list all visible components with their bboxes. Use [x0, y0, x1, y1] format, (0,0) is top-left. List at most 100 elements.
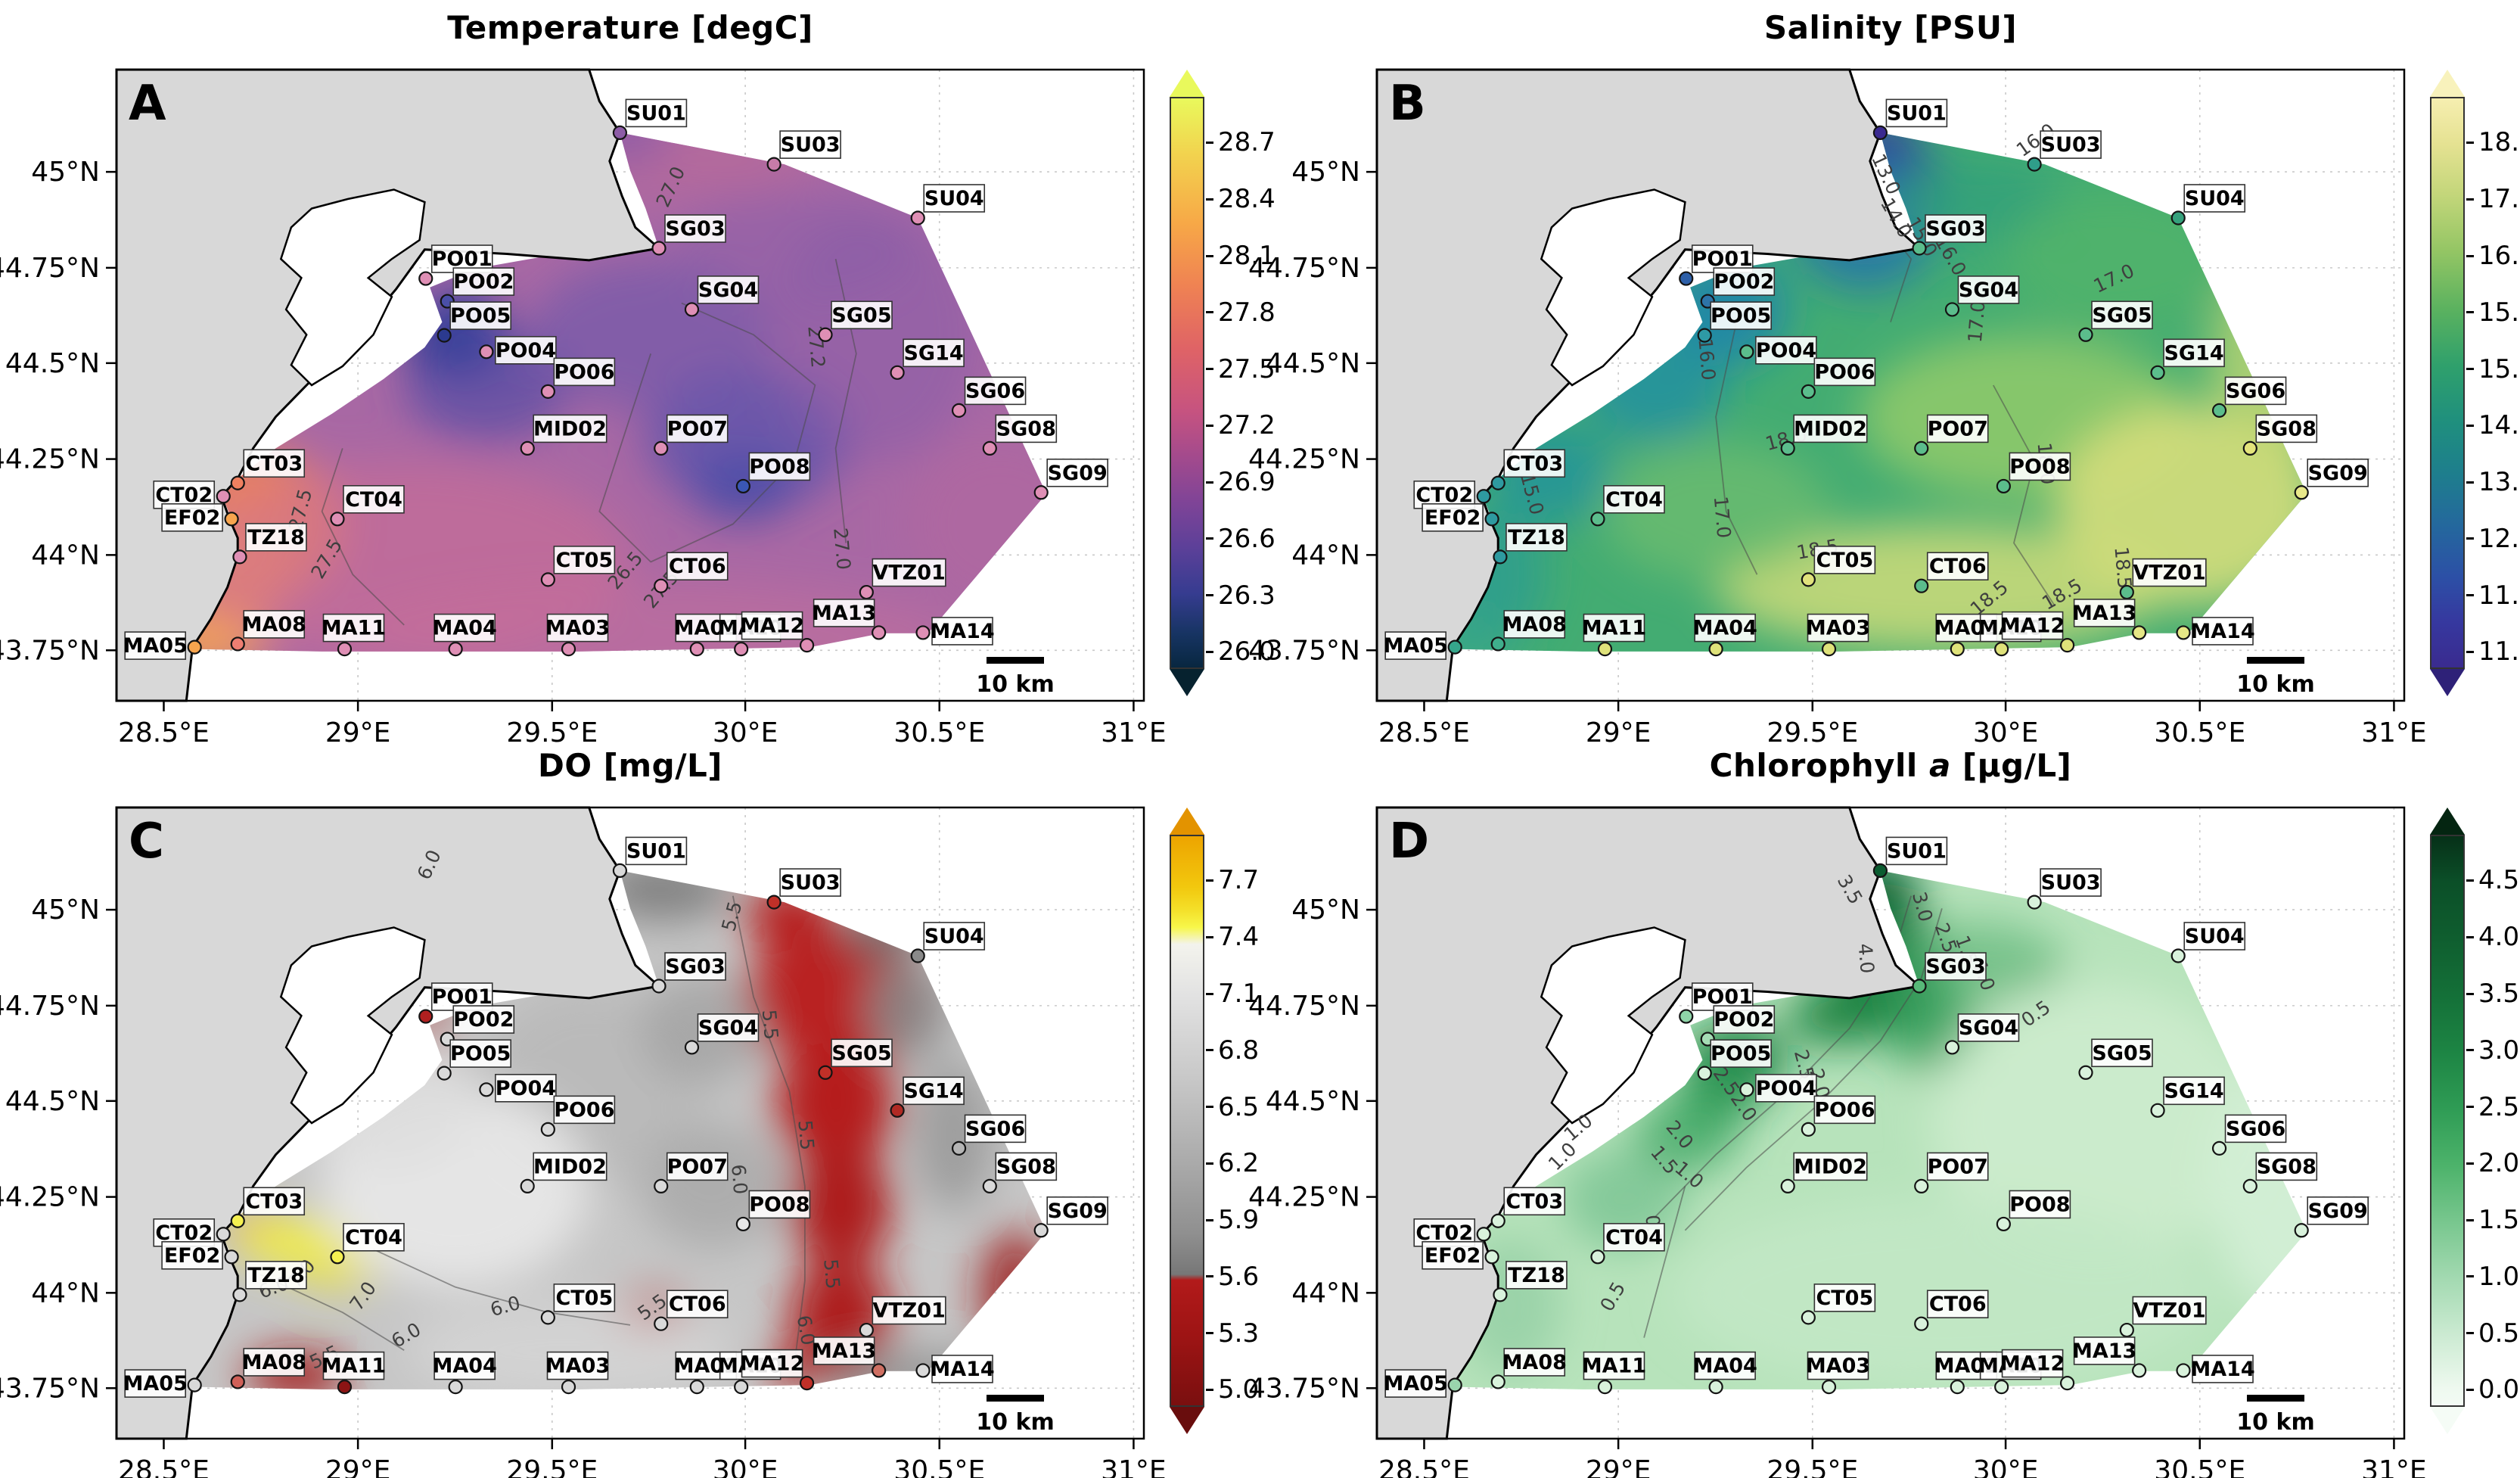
station-marker	[1708, 1380, 1723, 1395]
station-label-box	[245, 523, 307, 552]
station-label: SU03	[2041, 871, 2101, 895]
axes: 28.5°E 29°E 29.5°E 30°E 30.5°E 31°E 45°N 44.75°…	[0, 157, 1167, 748]
station-marker	[1476, 1227, 1491, 1242]
colorbar-tick-mark	[2466, 537, 2474, 540]
station-label: MID02	[1794, 1155, 1867, 1178]
panel-title-part: [µg/L]	[1950, 747, 2072, 784]
colorbar-tick-label: 17.4	[2478, 184, 2520, 215]
axes: 28.5°E 29°E 29.5°E 30°E 30.5°E 31°E 45°N 44.75°…	[0, 895, 1167, 1478]
station-marker	[1914, 1316, 1929, 1331]
station-label-box	[2183, 922, 2246, 951]
station-label: SG06	[2226, 379, 2285, 403]
station-label-box	[322, 1351, 385, 1380]
station-marker	[2132, 625, 2147, 640]
station-label-box	[697, 275, 760, 304]
station-label-box	[1807, 1351, 1869, 1380]
station-label: MA13	[2072, 602, 2136, 625]
lagoon	[279, 926, 426, 1125]
station-label: CT02	[155, 1221, 213, 1245]
station-label: MA11	[1582, 617, 1646, 640]
y-tick-label: 45°N	[1291, 157, 1360, 188]
scale-bar: 10 km	[2236, 657, 2315, 698]
station-marker	[230, 475, 245, 490]
station-marker	[418, 1009, 433, 1024]
contour-label: 4.0	[1854, 942, 1878, 974]
station-label-box	[449, 301, 512, 330]
colorbar-tip-bottom	[1170, 669, 1204, 696]
station-marker	[2078, 327, 2093, 342]
station-label-box	[1755, 1073, 1817, 1103]
station-marker	[735, 1216, 750, 1232]
station-marker	[520, 440, 535, 456]
station-label: MA05	[123, 634, 188, 658]
station-label: MA04	[1692, 617, 1757, 640]
y-tick-label: 44.5°N	[5, 1086, 100, 1117]
x-tick-label: 31°E	[1101, 1455, 1167, 1478]
station-marker	[2211, 1140, 2227, 1156]
station-label: MID02	[1794, 417, 1867, 440]
y-tick-label: 43.75°N	[1248, 1373, 1360, 1404]
colorbar-tick-label: 12.6	[2478, 523, 2520, 554]
station-marker	[232, 549, 247, 565]
y-tick-label: 43.75°N	[0, 1373, 100, 1404]
station-label-box	[495, 335, 557, 365]
colorbar-tick-label: 5.6	[1218, 1261, 1260, 1292]
colorbar-tick-label: 28.7	[1218, 127, 1276, 158]
scale-bar: 10 km	[976, 1395, 1055, 1436]
station-label: SG03	[1925, 955, 1985, 979]
x-tick-label: 29.5°E	[506, 1455, 598, 1478]
x-tick-label: 30°E	[1973, 717, 2039, 748]
colorbar-tick-label: 7.4	[1218, 922, 1260, 953]
station-marker	[915, 1363, 931, 1378]
station-label-box	[964, 1114, 1027, 1144]
station-marker	[766, 895, 781, 910]
station-label: VTZ01	[2133, 562, 2205, 585]
colorbar-tick-label: 18.2	[2478, 127, 2520, 158]
station-label-box	[1046, 458, 1108, 487]
y-tick-label: 44.5°N	[5, 348, 100, 379]
station-marker	[654, 1178, 669, 1193]
y-tick-label: 44.75°N	[0, 253, 100, 284]
station-label: SU03	[781, 871, 841, 895]
station-label-box	[1713, 267, 1776, 296]
axes: 28.5°E 29°E 29.5°E 30°E 30.5°E 31°E 45°N 44.75°…	[1248, 895, 2427, 1478]
station-label: SU04	[924, 187, 984, 210]
plot-border	[115, 68, 1145, 702]
station-label-box	[903, 338, 965, 368]
x-tick-label: 31°E	[2361, 717, 2427, 748]
station-label: PO06	[1814, 360, 1875, 384]
station-label-box	[433, 613, 496, 643]
contour-label: 16.0	[1694, 338, 1720, 381]
station-marker	[230, 636, 245, 652]
colorbar-tick-mark	[2466, 254, 2474, 257]
station-marker	[734, 1380, 749, 1395]
station-label-box	[2132, 558, 2207, 587]
station-label-box	[2001, 611, 2064, 640]
colorbar-tick-label: 1.0	[2478, 1261, 2520, 1292]
station-marker	[330, 512, 345, 527]
station-marker	[612, 125, 628, 141]
station-marker	[224, 1249, 239, 1265]
station-label-box	[1813, 546, 1876, 574]
station-label-box	[343, 1223, 405, 1252]
station-label: PO05	[1711, 304, 1771, 328]
station-label-box	[243, 610, 306, 639]
station-marker	[1950, 1380, 1965, 1395]
station-label: MID02	[533, 417, 607, 440]
station-label: PO01	[432, 985, 493, 1009]
panel-title: Chlorophyll a [µg/L]	[1377, 747, 2404, 784]
colorbar: 28.7 28.4 28.1 27.8 27.5 27.2 26.9 26.6 26.3 26.0	[1170, 70, 1276, 696]
station-label: MA14	[2190, 620, 2254, 643]
scale-bar-label: 10 km	[976, 671, 1054, 698]
station-marker	[1739, 344, 1754, 359]
colorbar-tick-mark	[2466, 1049, 2474, 1052]
station-label-box	[124, 1369, 187, 1398]
colorbar-tick-mark	[1206, 1049, 1213, 1052]
x-tick-label: 28.5°E	[118, 1455, 210, 1478]
station-label-box	[1503, 449, 1566, 478]
station-label-box	[741, 1349, 803, 1378]
station-label: MA13	[812, 1340, 876, 1363]
station-marker	[1493, 549, 1508, 565]
